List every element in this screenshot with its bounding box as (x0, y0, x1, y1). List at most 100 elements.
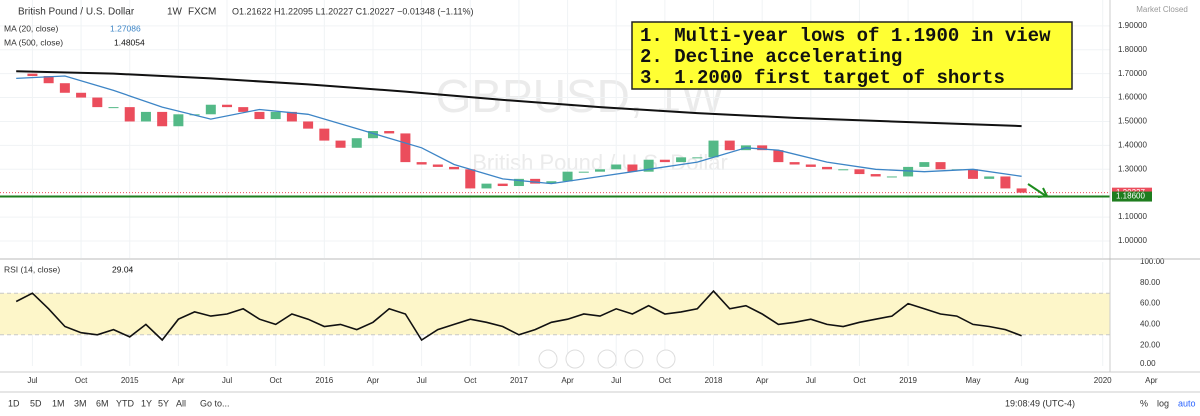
y-tick-label: 60.00 (1140, 299, 1161, 308)
candle (773, 150, 784, 163)
x-tick-label: Apr (172, 376, 185, 385)
x-tick-label: Jul (222, 376, 232, 385)
candle (157, 111, 168, 127)
range-button[interactable]: 5Y (158, 398, 169, 408)
nav-button[interactable] (597, 349, 617, 369)
rsi-band (0, 293, 1110, 335)
moving-average (16, 70, 1022, 128)
range-button[interactable]: 6M (96, 398, 109, 408)
range-button[interactable]: 1D (8, 398, 20, 408)
candle (465, 169, 476, 189)
x-tick-label: Oct (464, 376, 477, 385)
annotation-line: 3. 1.2000 first target of shorts (640, 67, 1005, 89)
candle (967, 169, 978, 179)
x-tick-label: Oct (75, 376, 88, 385)
candle (205, 104, 216, 115)
candle (173, 114, 184, 127)
candle (757, 145, 768, 151)
candle (254, 111, 265, 120)
scale-option[interactable]: % (1140, 398, 1148, 408)
candle (595, 169, 605, 172)
candle (984, 176, 995, 179)
nav-button[interactable] (624, 349, 644, 369)
range-button[interactable]: 1Y (141, 398, 152, 408)
indicator-name[interactable]: RSI (14, close) (4, 264, 60, 274)
scale-option[interactable]: log (1157, 398, 1169, 408)
candle (286, 111, 297, 122)
indicator-value: 29.04 (112, 264, 134, 274)
x-tick-label: 2016 (315, 376, 333, 385)
candle (935, 162, 946, 170)
x-tick-label: Apr (756, 376, 769, 385)
y-tick-label: 100.00 (1140, 257, 1165, 266)
candle (1000, 176, 1011, 189)
nav-button-bg (624, 349, 644, 369)
symbol: British Pound / U.S. Dollar (18, 7, 135, 18)
x-tick-label: Jul (27, 376, 37, 385)
candle (659, 159, 670, 163)
candle (643, 159, 654, 172)
indicator-name[interactable]: MA (500, close) (4, 37, 63, 47)
x-tick-label: 2019 (899, 376, 917, 385)
x-tick-label: Oct (853, 376, 866, 385)
y-tick-label: 40.00 (1140, 320, 1161, 329)
x-tick-label: Jul (417, 376, 427, 385)
x-tick-label: 2018 (705, 376, 723, 385)
candle (238, 107, 249, 112)
x-tick-label: Jul (806, 376, 816, 385)
indicator-value: 1.27086 (110, 23, 141, 33)
candle (530, 178, 541, 184)
candle (108, 107, 119, 109)
moving-average (16, 75, 1022, 185)
candle (870, 174, 881, 177)
candle (562, 171, 573, 182)
candle (708, 140, 719, 158)
candle (481, 183, 492, 189)
price-badge (1112, 191, 1152, 202)
candle (903, 166, 914, 177)
candle (789, 162, 800, 165)
candle (59, 83, 70, 93)
x-tick-label: Oct (659, 376, 672, 385)
x-tick-label: Aug (1015, 376, 1029, 385)
annotation-line: 1. Multi-year lows of 1.1900 in view (640, 25, 1051, 47)
candle (692, 157, 703, 159)
candle (432, 164, 443, 167)
candle (76, 92, 87, 98)
nav-button[interactable] (656, 349, 676, 369)
scale-option[interactable]: auto (1178, 398, 1196, 408)
candle (270, 111, 281, 120)
range-button[interactable]: YTD (116, 398, 135, 408)
range-button[interactable]: 1M (52, 398, 65, 408)
range-button[interactable]: 5D (30, 398, 42, 408)
candle (578, 171, 589, 173)
candle (449, 166, 460, 170)
candle (546, 181, 557, 184)
annotation-box (631, 21, 1073, 90)
rsi-line (15, 289, 1022, 342)
goto-button[interactable]: Go to... (200, 398, 230, 408)
nav-button[interactable] (538, 349, 558, 369)
candle (919, 162, 930, 167)
annotation-line: 2. Decline accelerating (640, 46, 902, 68)
candle (124, 107, 135, 122)
candle (805, 164, 816, 167)
market-status: Market Closed (1136, 5, 1188, 14)
range-button[interactable]: All (176, 398, 186, 408)
y-tick-label: 1.10000 (1118, 212, 1147, 221)
x-tick-label: Apr (1145, 376, 1158, 385)
indicator-name[interactable]: MA (20, close) (4, 23, 58, 33)
range-button[interactable]: 3M (74, 398, 87, 408)
candle (627, 164, 638, 172)
candle (222, 104, 233, 108)
nav-button[interactable] (565, 349, 585, 369)
y-tick-label: 1.30000 (1118, 164, 1147, 173)
y-tick-label: 80.00 (1140, 278, 1161, 287)
exchange: FXCM (188, 7, 216, 18)
nav-button-bg (565, 349, 585, 369)
candle (92, 97, 103, 108)
x-tick-label: 2015 (121, 376, 139, 385)
x-tick-label: Apr (367, 376, 380, 385)
x-tick-label: Oct (269, 376, 282, 385)
